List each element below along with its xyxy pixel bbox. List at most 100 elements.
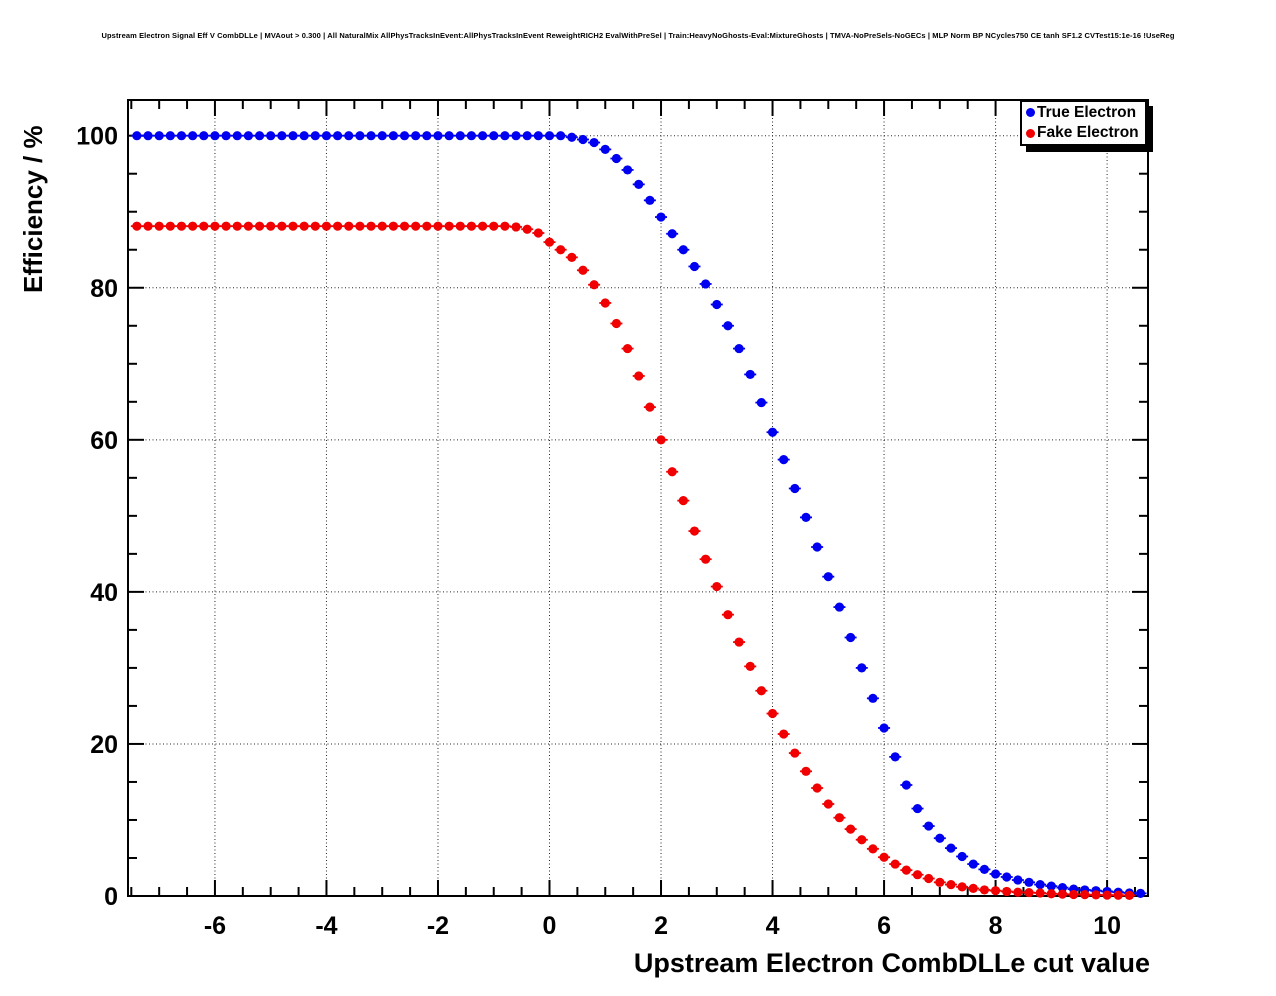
data-point (154, 131, 164, 141)
data-point (578, 265, 588, 275)
data-point (143, 221, 153, 231)
data-point (1080, 890, 1090, 900)
data-point (433, 131, 443, 141)
data-point (622, 165, 633, 175)
data-point (868, 844, 878, 854)
data-point (489, 221, 499, 231)
data-point (901, 780, 911, 790)
x-tick-label: 4 (766, 912, 780, 940)
data-point (154, 221, 164, 231)
y-tick-label: 0 (104, 883, 118, 911)
data-point (656, 435, 666, 445)
data-point (645, 402, 655, 412)
data-point (310, 131, 320, 141)
y-tick-label: 60 (90, 427, 118, 455)
plot-frame (127, 99, 1149, 897)
data-point (366, 221, 376, 231)
legend-entry-true-electron: True Electron (1026, 103, 1145, 123)
y-tick-labels: 0 20 40 60 80 100 (76, 123, 118, 911)
data-point (567, 252, 577, 262)
data-point (790, 483, 800, 494)
data-point (199, 131, 209, 141)
data-point (299, 221, 309, 231)
x-tick-label: 6 (877, 912, 891, 940)
data-point (701, 554, 711, 564)
data-point (1024, 877, 1034, 887)
data-point (678, 245, 688, 255)
data-point (912, 803, 923, 814)
series-fake-electron (130, 221, 1136, 900)
data-point (767, 427, 778, 437)
data-point (377, 131, 387, 141)
data-point (321, 221, 332, 231)
y-tick-label: 100 (76, 123, 118, 151)
data-point (834, 602, 845, 612)
data-point (823, 572, 833, 582)
data-point (745, 369, 755, 380)
data-point (288, 221, 298, 231)
data-point (522, 224, 532, 234)
data-point (901, 865, 911, 875)
data-point (188, 221, 198, 231)
legend-entry-fake-electron: Fake Electron (1026, 123, 1145, 143)
data-point (790, 748, 800, 758)
data-point (210, 221, 220, 231)
data-point (132, 221, 142, 231)
data-point (968, 883, 978, 893)
data-point (422, 131, 432, 141)
data-point (355, 221, 365, 231)
data-point (333, 221, 343, 231)
data-point (444, 131, 454, 141)
data-point (890, 752, 900, 762)
data-point (935, 833, 945, 843)
data-point (176, 131, 187, 141)
data-point (310, 221, 320, 231)
data-point (556, 245, 566, 255)
data-point (544, 131, 555, 141)
data-point (221, 131, 231, 141)
data-point (243, 221, 253, 231)
data-point (689, 261, 700, 272)
data-point (812, 542, 822, 552)
data-point (500, 221, 510, 231)
data-point (912, 870, 923, 880)
data-point (355, 131, 365, 141)
y-tick-label: 20 (90, 731, 118, 759)
data-point (957, 851, 967, 862)
x-tick-label: 0 (543, 912, 557, 940)
data-point (622, 343, 633, 354)
data-point (366, 131, 376, 141)
plot-title: Upstream Electron Signal Eff V CombDLLe … (101, 31, 1175, 40)
data-point (1035, 888, 1045, 898)
data-point (634, 179, 644, 189)
data-point (801, 512, 811, 522)
data-point (411, 221, 421, 231)
data-point (489, 131, 499, 141)
data-point (879, 723, 889, 733)
data-point (946, 843, 956, 853)
data-point (734, 637, 744, 647)
data-point (857, 835, 867, 845)
data-point (1024, 887, 1034, 898)
legend-label-fake-electron: Fake Electron (1037, 124, 1139, 142)
data-point (689, 526, 700, 536)
data-point (243, 131, 253, 141)
true-electron-marker-icon (1026, 108, 1035, 118)
data-point (1002, 872, 1012, 882)
data-point (1057, 889, 1068, 899)
data-point (990, 869, 1001, 879)
data-point (879, 852, 889, 862)
data-point (600, 144, 610, 154)
data-point (756, 397, 766, 408)
data-point (333, 131, 343, 141)
data-point (589, 137, 599, 148)
data-point (968, 859, 978, 869)
data-point (511, 222, 521, 232)
data-point (210, 131, 220, 141)
data-point (1102, 890, 1112, 900)
data-point (522, 131, 532, 141)
data-point (188, 131, 198, 141)
data-point (767, 708, 778, 719)
data-point (277, 221, 287, 231)
data-point (801, 766, 811, 776)
